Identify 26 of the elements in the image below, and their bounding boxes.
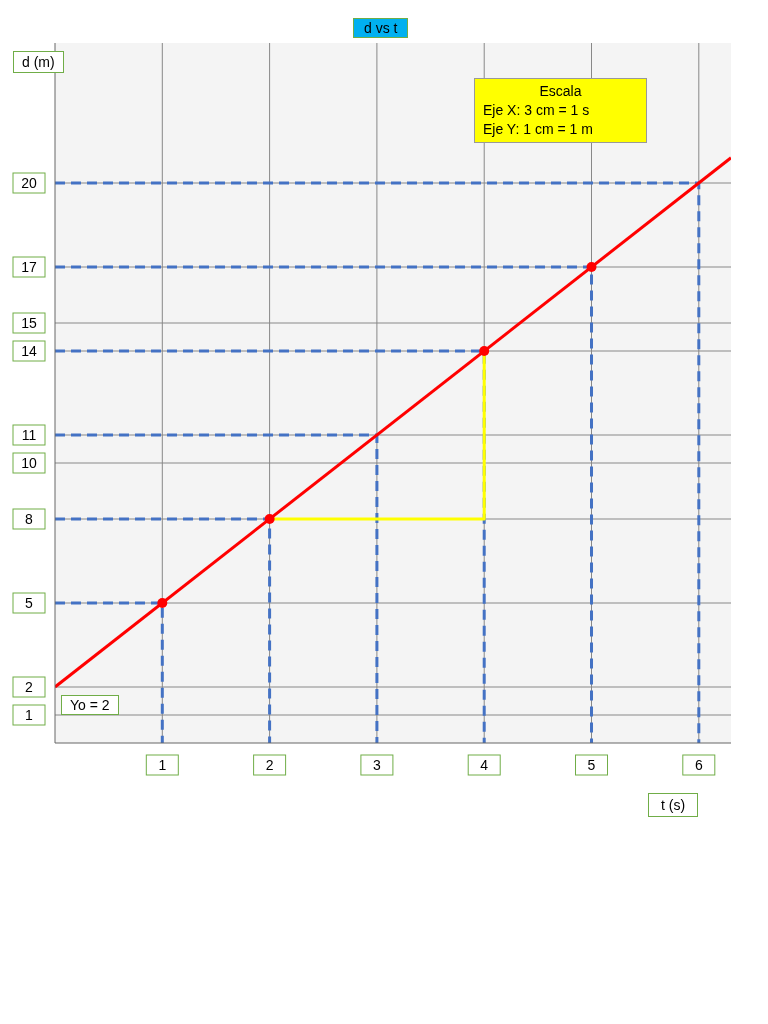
x-tick-label: 5 [587,757,596,773]
x-tick-label: 3 [373,757,382,773]
y-tick-label: 15 [21,315,37,331]
annotation: Yo = 2 [61,695,119,715]
y-tick-label: 5 [25,595,34,611]
y-tick-label: 2 [25,679,34,695]
chart-title: d vs t [353,18,409,38]
y-tick-label: 17 [21,259,37,275]
point [479,346,490,356]
y-tick-label: 1 [25,707,34,723]
x-tick-label: 1 [158,757,167,773]
y-tick-label: 8 [25,511,34,527]
point [157,598,168,608]
y-tick-label: 10 [21,455,37,471]
y-tick-label: 14 [21,343,37,359]
x-tick-label: 6 [694,757,703,773]
annotation: Escala Eje X: 3 cm = 1 s Eje Y: 1 cm = 1 m [483,82,594,139]
y-tick-label: 11 [21,427,37,443]
note-card: Escala Eje X: 3 cm = 1 s Eje Y: 1 cm = 1 m [474,78,647,143]
point [264,514,275,524]
x-axis-title: t (s) [648,793,699,817]
y-tick-label: 20 [21,175,37,191]
y-axis-title: d (m) [13,51,64,73]
x-tick-label: 4 [480,757,489,773]
point [586,262,597,272]
x-tick-label: 2 [265,757,274,773]
